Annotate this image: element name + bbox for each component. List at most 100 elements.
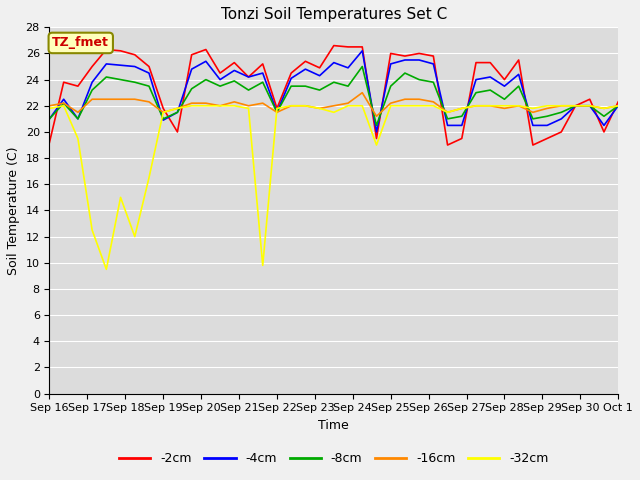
-16cm <box>458 106 466 111</box>
-32cm <box>572 103 579 108</box>
-16cm <box>188 100 195 106</box>
-32cm <box>515 103 522 108</box>
-32cm <box>74 136 82 142</box>
-8cm <box>415 77 423 83</box>
-4cm <box>529 122 537 128</box>
-16cm <box>131 96 139 102</box>
-4cm <box>316 73 323 79</box>
-32cm <box>529 106 537 111</box>
-2cm <box>387 50 394 56</box>
-32cm <box>586 103 593 108</box>
-16cm <box>287 103 295 108</box>
Line: -16cm: -16cm <box>49 93 618 116</box>
-2cm <box>429 53 437 59</box>
-2cm <box>415 50 423 56</box>
-8cm <box>301 83 309 89</box>
-16cm <box>74 109 82 115</box>
-8cm <box>330 79 338 85</box>
-2cm <box>244 74 252 80</box>
-8cm <box>586 103 593 108</box>
-4cm <box>401 57 409 63</box>
-4cm <box>102 61 110 67</box>
Line: -4cm: -4cm <box>49 51 618 132</box>
-16cm <box>102 96 110 102</box>
-8cm <box>472 90 480 96</box>
-32cm <box>344 103 352 108</box>
-4cm <box>472 77 480 83</box>
Line: -8cm: -8cm <box>49 67 618 125</box>
-4cm <box>515 72 522 77</box>
-4cm <box>557 116 565 122</box>
-16cm <box>401 96 409 102</box>
-8cm <box>614 103 622 108</box>
-2cm <box>88 64 96 70</box>
-16cm <box>159 109 167 115</box>
-2cm <box>529 142 537 148</box>
-2cm <box>444 142 451 148</box>
-8cm <box>387 83 394 89</box>
-4cm <box>60 96 68 102</box>
-4cm <box>244 74 252 80</box>
-2cm <box>102 47 110 52</box>
-4cm <box>230 68 238 73</box>
-4cm <box>429 61 437 67</box>
-4cm <box>188 66 195 72</box>
-16cm <box>586 103 593 108</box>
-2cm <box>173 129 181 135</box>
-8cm <box>500 96 508 102</box>
-16cm <box>216 103 224 108</box>
-2cm <box>515 57 522 63</box>
-4cm <box>543 122 551 128</box>
X-axis label: Time: Time <box>319 419 349 432</box>
-8cm <box>458 113 466 119</box>
-8cm <box>273 109 281 115</box>
-4cm <box>358 48 366 54</box>
-16cm <box>259 100 267 106</box>
-8cm <box>600 113 608 119</box>
-32cm <box>387 103 394 108</box>
-2cm <box>259 61 267 67</box>
-4cm <box>614 103 622 108</box>
-16cm <box>486 103 494 108</box>
-4cm <box>131 64 139 70</box>
-8cm <box>316 87 323 93</box>
-32cm <box>472 103 480 108</box>
-4cm <box>259 70 267 76</box>
-32cm <box>202 103 210 108</box>
-32cm <box>557 103 565 108</box>
-4cm <box>572 103 579 108</box>
-32cm <box>358 103 366 108</box>
-32cm <box>230 103 238 108</box>
-4cm <box>116 62 124 68</box>
-4cm <box>330 60 338 65</box>
-32cm <box>401 103 409 108</box>
-2cm <box>45 140 53 145</box>
-8cm <box>45 116 53 122</box>
-16cm <box>202 100 210 106</box>
-4cm <box>159 117 167 123</box>
-16cm <box>145 99 153 105</box>
-16cm <box>372 113 380 119</box>
-32cm <box>316 106 323 111</box>
-2cm <box>543 136 551 142</box>
Title: Tonzi Soil Temperatures Set C: Tonzi Soil Temperatures Set C <box>221 7 447 22</box>
-2cm <box>116 48 124 54</box>
-32cm <box>287 103 295 108</box>
-32cm <box>45 106 53 111</box>
-16cm <box>330 103 338 108</box>
-16cm <box>472 103 480 108</box>
-32cm <box>372 142 380 148</box>
-16cm <box>358 90 366 96</box>
-8cm <box>444 116 451 122</box>
-32cm <box>415 103 423 108</box>
-8cm <box>202 77 210 83</box>
-8cm <box>572 103 579 108</box>
-16cm <box>500 106 508 111</box>
-4cm <box>301 66 309 72</box>
-16cm <box>600 106 608 111</box>
-32cm <box>500 103 508 108</box>
-8cm <box>188 86 195 92</box>
-32cm <box>301 103 309 108</box>
-16cm <box>301 103 309 108</box>
-4cm <box>173 109 181 115</box>
